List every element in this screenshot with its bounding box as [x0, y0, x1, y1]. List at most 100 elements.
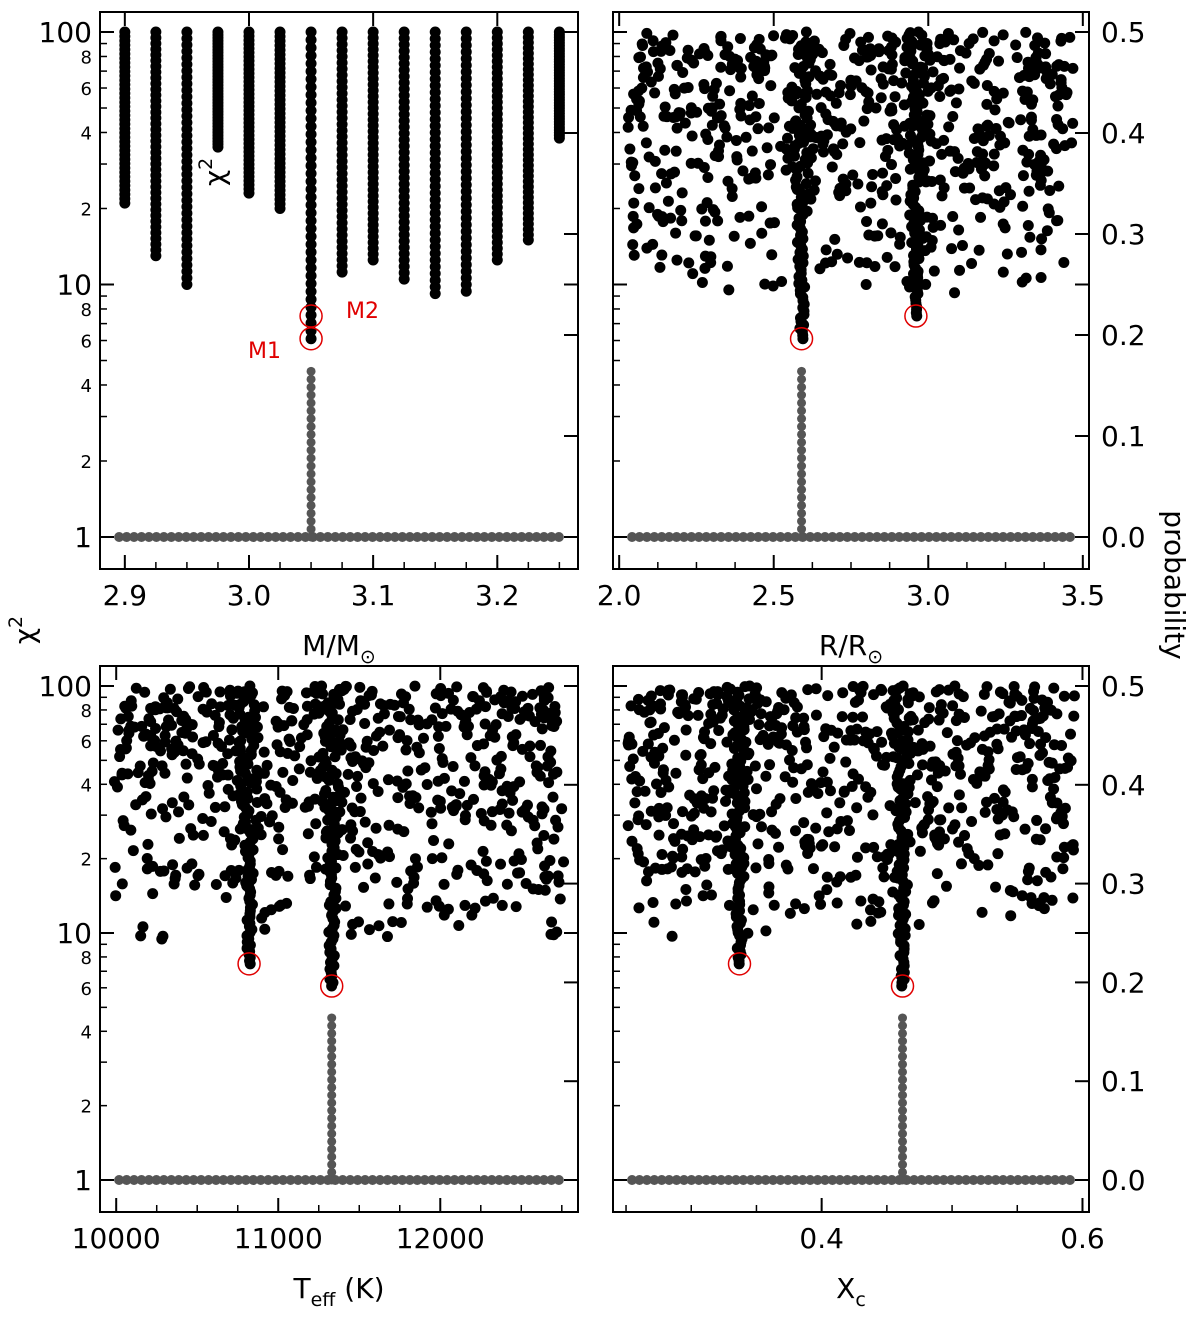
- chi2-point: [556, 803, 568, 815]
- chi2-point: [789, 825, 801, 837]
- plot-frame: [99, 665, 579, 1213]
- chi2-point: [198, 682, 210, 694]
- probability-point: [531, 1175, 542, 1185]
- chi2-point: [1040, 48, 1052, 60]
- chi2-point: [847, 711, 859, 723]
- chi2-point: [949, 680, 961, 692]
- chi2-point: [398, 826, 410, 838]
- probability-point: [886, 532, 897, 542]
- probability-point: [315, 1175, 326, 1185]
- chi2-point: [829, 233, 841, 245]
- chi2-point: [382, 774, 394, 786]
- chi2-point: [983, 48, 995, 60]
- probability-point: [901, 532, 912, 542]
- chi2-point: [776, 276, 788, 288]
- chi2-point: [158, 692, 170, 704]
- annotation-m2: M2: [346, 299, 379, 324]
- chi2-point: [217, 769, 229, 781]
- probability-point: [842, 532, 853, 542]
- chi2-point: [546, 916, 558, 928]
- probability-point: [701, 1175, 712, 1185]
- chi2-point: [481, 686, 493, 698]
- chi2-point: [305, 215, 317, 227]
- chi2-point: [656, 863, 668, 875]
- chi2-point: [127, 845, 139, 857]
- probability-point: [158, 532, 169, 542]
- x-tick-label: 2.0: [597, 579, 642, 612]
- chi2-point: [774, 793, 786, 805]
- chi2-point: [381, 931, 393, 943]
- chi2-point: [628, 197, 640, 209]
- chi2-point: [950, 760, 962, 772]
- chi2-point: [868, 743, 880, 755]
- chi2-point: [259, 907, 271, 919]
- probability-point: [812, 532, 823, 542]
- chi2-point: [765, 80, 777, 92]
- chi2-point: [753, 98, 765, 110]
- chi2-point: [305, 238, 317, 250]
- chi2-valley-point: [800, 26, 812, 38]
- chi2-point: [876, 218, 888, 230]
- chi2-point: [411, 861, 423, 873]
- probability-point: [509, 1175, 520, 1185]
- chi2-point: [882, 144, 894, 156]
- chi2-point: [220, 891, 232, 903]
- chi2-point: [776, 722, 788, 734]
- chi2-point: [223, 734, 235, 746]
- chi2-point: [950, 97, 962, 109]
- chi2-point: [222, 700, 234, 712]
- probability-point: [434, 532, 445, 542]
- probability-point: [946, 532, 957, 542]
- probability-point: [827, 532, 838, 542]
- chi2-point: [756, 201, 768, 213]
- chi2-point: [763, 887, 775, 899]
- x-axis-label: R/R⊙: [819, 629, 883, 668]
- chi2-point: [773, 701, 785, 713]
- probability-point: [173, 1175, 184, 1185]
- probability-peak-point: [327, 1113, 337, 1123]
- chi2-point: [305, 144, 317, 156]
- chi2-point: [670, 898, 682, 910]
- chi2-point: [728, 230, 740, 242]
- chi2-valley-point: [907, 74, 919, 86]
- chi2-point: [677, 843, 689, 855]
- chi2-point: [718, 120, 730, 132]
- chi2-point: [855, 895, 867, 907]
- prob-tick-label: 0.4: [1101, 769, 1146, 802]
- probability-peak-point: [898, 1121, 908, 1131]
- probability-peak-point: [327, 1028, 337, 1038]
- chi2-point: [933, 826, 945, 838]
- chi2-point: [931, 868, 943, 880]
- probability-point: [486, 1175, 497, 1185]
- chi2-point: [791, 726, 803, 738]
- probability-point: [1005, 1175, 1016, 1185]
- chi2-point: [785, 689, 797, 701]
- chi2-point: [670, 227, 682, 239]
- chi2-point: [885, 41, 897, 53]
- probability-point: [196, 532, 207, 542]
- probability-point: [225, 1175, 236, 1185]
- chi2-point: [844, 89, 856, 101]
- chi2-point: [885, 63, 897, 75]
- chi2-point: [694, 48, 706, 60]
- chi2-point: [934, 90, 946, 102]
- chi2-point: [459, 810, 471, 822]
- chi2-point: [950, 715, 962, 727]
- probability-point: [1005, 532, 1016, 542]
- probability-point: [1035, 1175, 1046, 1185]
- probability-point: [664, 1175, 675, 1185]
- chi2-point: [713, 725, 725, 737]
- chi2-point: [760, 925, 772, 937]
- chi2-point: [413, 747, 425, 759]
- chi2-point: [826, 256, 838, 268]
- chi2-point: [1026, 898, 1038, 910]
- probability-peak-point: [327, 1059, 337, 1069]
- chi2-point: [1065, 728, 1077, 740]
- chi2-point: [919, 717, 931, 729]
- chi2-point: [880, 133, 892, 145]
- chi2-point: [1051, 113, 1063, 125]
- x-label-unit: (K): [335, 1272, 384, 1305]
- chi2-point: [213, 721, 225, 733]
- probability-point: [255, 1175, 266, 1185]
- probability-point: [524, 532, 535, 542]
